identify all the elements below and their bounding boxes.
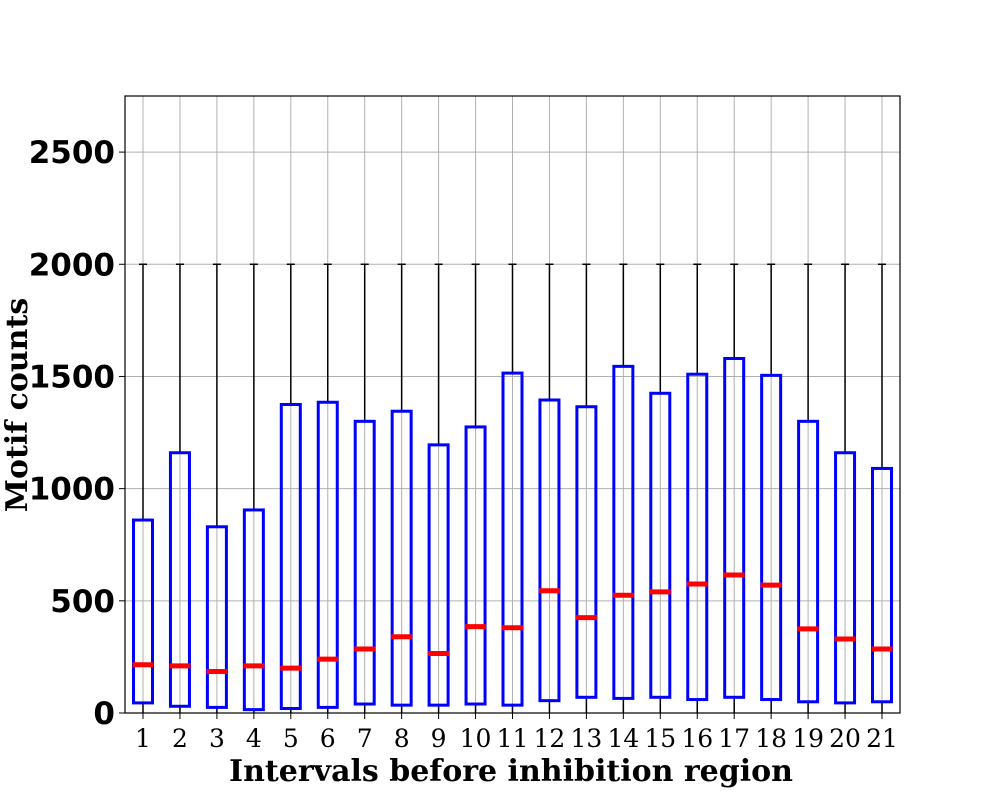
x-tick-label: 17: [718, 724, 750, 753]
iqr-box: [353, 419, 376, 706]
box-group: [649, 263, 672, 713]
box-group: [834, 263, 857, 713]
x-tick-label: 5: [283, 724, 299, 753]
iqr-box: [390, 409, 413, 707]
x-tick-label: 13: [570, 724, 602, 753]
iqr-box: [427, 443, 450, 707]
x-tick-label: 2: [172, 724, 188, 753]
iqr-box: [686, 372, 709, 702]
iqr-box: [871, 466, 893, 704]
x-tick-label: 8: [394, 724, 410, 753]
box-group: [797, 263, 820, 713]
x-tick-label: 6: [320, 724, 336, 753]
x-tick-label: 18: [755, 724, 787, 753]
x-tick-label: 4: [246, 724, 262, 753]
box-group: [279, 263, 302, 713]
x-tick-label: 20: [829, 724, 861, 753]
box-group: [760, 263, 783, 713]
box-group: [686, 263, 709, 713]
y-tick-label: 2000: [29, 247, 115, 283]
y-tick-label: 500: [50, 584, 115, 620]
y-tick-label: 1500: [29, 359, 115, 395]
x-tick-label: 10: [460, 724, 492, 753]
y-tick-label: 2500: [29, 135, 115, 171]
iqr-box: [649, 391, 672, 699]
iqr-box: [205, 525, 228, 709]
iqr-box: [279, 403, 302, 711]
box-group: [132, 263, 154, 713]
x-tick-label: 16: [681, 724, 713, 753]
x-tick-label: 14: [607, 724, 639, 753]
box-group: [612, 263, 635, 713]
iqr-box: [834, 451, 857, 705]
iqr-box: [242, 508, 265, 712]
iqr-box: [723, 357, 746, 699]
y-tick-label: 1000: [29, 472, 115, 508]
iqr-box: [612, 364, 635, 700]
grid-lines: [125, 96, 900, 714]
x-tick-label: 9: [431, 724, 447, 753]
box-group: [168, 263, 191, 713]
box-group: [316, 263, 339, 713]
iqr-box: [501, 371, 524, 707]
box-group: [353, 263, 376, 713]
iqr-box: [538, 398, 561, 703]
x-tick-label: 7: [357, 724, 373, 753]
boxes: [132, 263, 893, 713]
box-group: [871, 263, 893, 713]
iqr-box: [316, 400, 339, 709]
x-tick-label: 21: [866, 724, 898, 753]
iqr-box: [760, 373, 783, 702]
x-tick-label: 12: [534, 724, 566, 753]
x-axis-label: Intervals before inhibition region: [229, 754, 793, 789]
box-group: [242, 263, 265, 713]
x-tick-label: 3: [209, 724, 225, 753]
box-group: [575, 263, 598, 713]
box-group: [390, 263, 413, 713]
iqr-box: [168, 451, 191, 708]
x-tick-label: 11: [497, 724, 529, 753]
y-axis-label: Motif counts: [0, 298, 35, 512]
x-tick-label: 15: [644, 724, 676, 753]
y-tick-label: 0: [93, 696, 115, 732]
x-tick-label: 1: [135, 724, 151, 753]
box-group: [205, 263, 228, 713]
iqr-box: [132, 518, 154, 705]
iqr-box: [464, 425, 487, 706]
box-group: [501, 263, 524, 713]
box-group: [723, 263, 746, 713]
box-group: [427, 263, 450, 713]
x-tick-label: 19: [792, 724, 824, 753]
iqr-box: [575, 405, 598, 699]
box-group: [464, 263, 487, 713]
iqr-box: [797, 419, 820, 704]
box-group: [538, 263, 561, 713]
